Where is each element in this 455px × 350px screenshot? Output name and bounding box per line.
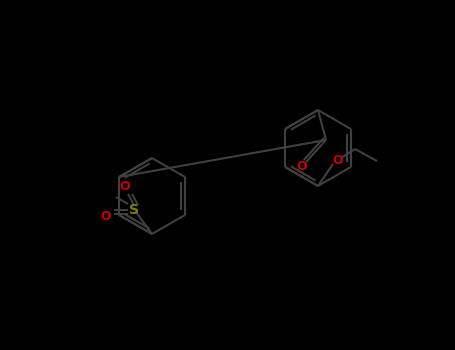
Text: S: S [129, 203, 139, 217]
Text: O: O [101, 210, 111, 223]
Text: O: O [333, 154, 344, 168]
Text: O: O [297, 160, 307, 173]
Text: O: O [120, 181, 130, 194]
